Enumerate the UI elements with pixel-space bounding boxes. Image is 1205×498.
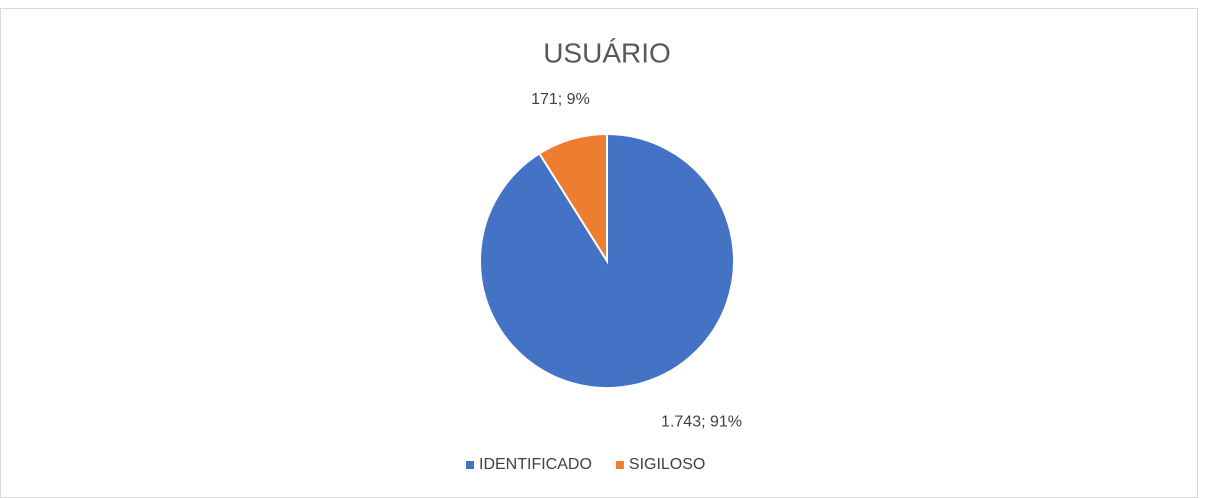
legend-label: SIGILOSO [629, 456, 705, 473]
legend-label: IDENTIFICADO [479, 456, 592, 473]
pie-slice [538, 132, 608, 265]
chart-title: USUÁRIO [543, 37, 671, 68]
data-label: 171; 9% [531, 91, 590, 108]
data-label: 1.743; 91% [661, 414, 742, 431]
legend-swatch [615, 461, 624, 469]
legend-swatch [466, 461, 474, 469]
